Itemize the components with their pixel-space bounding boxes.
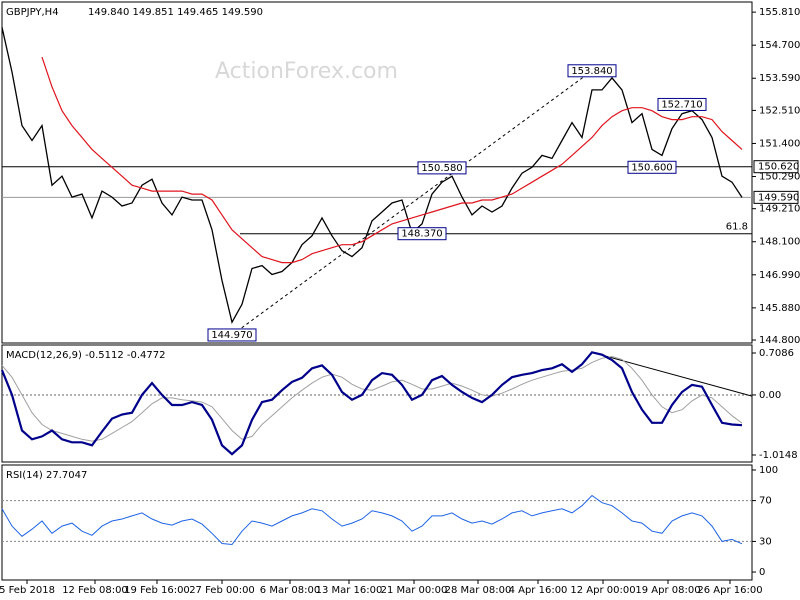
annotation-box bbox=[397, 227, 447, 241]
annotation-label: 153.840 bbox=[571, 66, 612, 77]
annotation-box bbox=[567, 64, 617, 78]
price-tag bbox=[753, 160, 799, 174]
x-tick-label: 27 Feb 00:00 bbox=[189, 585, 255, 596]
y-tick-label: 153.590 bbox=[759, 73, 800, 84]
panel-frame bbox=[1, 1, 753, 344]
price-tag-label: 150.620 bbox=[758, 162, 799, 173]
fib-label: 61.8 bbox=[726, 222, 748, 233]
y-tick-label: 152.510 bbox=[759, 105, 800, 116]
y-tick-label: 151.400 bbox=[759, 138, 800, 149]
y-tick-label: 154.700 bbox=[759, 40, 800, 51]
price-tag bbox=[753, 190, 799, 204]
y-tick-label: 144.800 bbox=[759, 335, 800, 346]
trend-line bbox=[231, 70, 593, 336]
y-tick-label: 0 bbox=[759, 567, 765, 578]
x-tick-label: 21 Mar 00:00 bbox=[381, 585, 448, 596]
y-tick-label: 70 bbox=[759, 496, 772, 507]
panel-title: MACD(12,26,9) -0.5112 -0.4772 bbox=[6, 350, 166, 361]
y-tick-label: 148.100 bbox=[759, 237, 800, 248]
x-tick-label: 13 Mar 16:00 bbox=[316, 585, 383, 596]
x-tick-label: 12 Feb 08:00 bbox=[62, 585, 128, 596]
x-tick-label: 12 Apr 00:00 bbox=[570, 585, 635, 596]
annotation-label: 152.710 bbox=[661, 99, 702, 110]
y-tick-label: 30 bbox=[759, 536, 772, 547]
panel-title: RSI(14) 27.7047 bbox=[6, 470, 87, 481]
price-tag-label: 149.590 bbox=[758, 192, 799, 203]
moving-average bbox=[41, 56, 743, 264]
annotation-box bbox=[207, 328, 257, 342]
panel-frame bbox=[1, 344, 753, 463]
x-tick-label: 28 Mar 08:00 bbox=[445, 585, 512, 596]
x-tick-label: 26 Apr 16:00 bbox=[697, 585, 762, 596]
annotation-box bbox=[657, 97, 707, 111]
x-tick-label: 6 Mar 08:00 bbox=[260, 585, 320, 596]
y-tick-label: -1.0148 bbox=[759, 450, 798, 461]
annotation-box bbox=[417, 161, 467, 175]
annotation-box bbox=[627, 160, 677, 174]
price-line bbox=[1, 27, 743, 324]
y-tick-label: 100 bbox=[759, 465, 778, 476]
y-tick-label: 0.00 bbox=[759, 390, 781, 401]
y-tick-label: 149.210 bbox=[759, 204, 800, 215]
annotation-label: 148.370 bbox=[401, 229, 442, 240]
panel-title: GBPJPY,H4 bbox=[6, 7, 59, 18]
annotation-label: 150.580 bbox=[421, 163, 462, 174]
y-tick-label: 155.810 bbox=[759, 7, 800, 18]
macd-trendline bbox=[591, 351, 753, 397]
panel-frame bbox=[1, 464, 753, 581]
ohlc-readout: 149.840 149.851 149.465 149.590 bbox=[88, 7, 263, 18]
annotation-label: 144.970 bbox=[211, 330, 252, 341]
y-tick-label: 0.7086 bbox=[759, 348, 794, 359]
y-tick-label: 145.880 bbox=[759, 303, 800, 314]
rsi-line bbox=[1, 494, 743, 546]
annotation-label: 150.600 bbox=[631, 162, 672, 173]
y-tick-label: 146.990 bbox=[759, 270, 800, 281]
x-tick-label: 4 Apr 16:00 bbox=[509, 585, 568, 596]
watermark: ActionForex.com bbox=[215, 59, 398, 84]
y-tick-label: 150.290 bbox=[759, 172, 800, 183]
x-tick-label: 5 Feb 2018 bbox=[0, 585, 55, 596]
x-tick-label: 19 Feb 16:00 bbox=[124, 585, 190, 596]
macd-line bbox=[0, 351, 743, 456]
x-tick-label: 19 Apr 08:00 bbox=[635, 585, 700, 596]
signal-line bbox=[1, 355, 743, 442]
